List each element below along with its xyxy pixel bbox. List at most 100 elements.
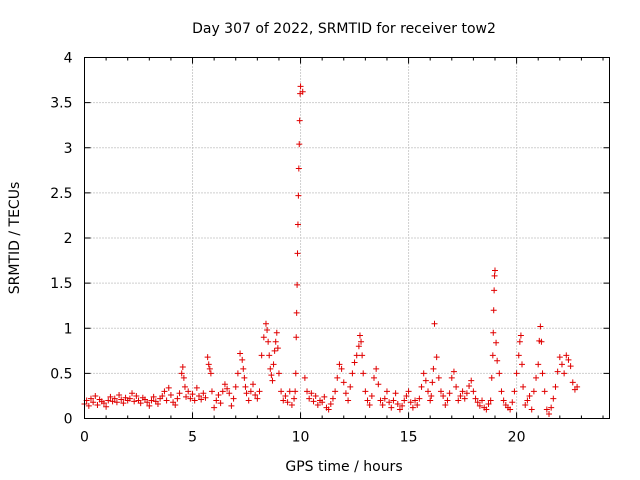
data-point <box>217 400 224 407</box>
data-point <box>254 395 261 402</box>
data-point <box>174 395 181 402</box>
data-point <box>490 307 497 314</box>
data-point <box>268 372 275 379</box>
data-point <box>196 392 203 399</box>
data-point <box>205 361 212 368</box>
data-point <box>126 395 133 402</box>
data-point <box>362 388 369 395</box>
data-point <box>200 390 207 397</box>
data-point <box>207 370 214 377</box>
data-point <box>267 365 274 372</box>
y-tick-label: 1 <box>64 321 73 337</box>
data-point <box>405 388 412 395</box>
data-point <box>278 388 285 395</box>
data-point <box>373 365 380 372</box>
data-point <box>118 396 125 403</box>
data-point <box>403 392 410 399</box>
data-point <box>312 392 319 399</box>
x-tick-label: 0 <box>80 430 89 446</box>
data-point <box>219 388 226 395</box>
data-point <box>187 395 194 402</box>
data-point <box>275 370 282 377</box>
data-point <box>371 374 378 381</box>
data-point <box>390 397 397 404</box>
data-point <box>178 370 185 377</box>
data-point <box>297 83 304 90</box>
data-point <box>202 394 209 401</box>
data-point <box>347 383 354 390</box>
data-point <box>321 393 328 400</box>
y-tick-label: 3.5 <box>50 96 72 112</box>
data-point <box>437 388 444 395</box>
data-point <box>500 397 507 404</box>
data-point <box>394 401 401 408</box>
data-point <box>245 397 252 404</box>
data-point <box>239 356 246 363</box>
data-point <box>401 397 408 404</box>
data-point <box>569 379 576 386</box>
data-point <box>288 401 295 408</box>
data-point <box>293 309 300 316</box>
data-point <box>345 397 352 404</box>
data-point <box>550 395 557 402</box>
data-point <box>519 361 525 368</box>
data-point <box>224 385 231 392</box>
data-point <box>198 396 205 403</box>
data-point <box>272 338 279 345</box>
data-point <box>381 395 388 402</box>
data-point <box>295 165 302 172</box>
data-point <box>161 388 168 395</box>
y-tick-label: 0 <box>64 412 73 428</box>
data-point <box>530 388 537 395</box>
data-point <box>516 338 523 345</box>
data-point <box>154 401 161 408</box>
data-point <box>567 363 574 370</box>
data-point <box>230 395 237 402</box>
data-point <box>204 354 211 361</box>
data-point <box>483 406 490 413</box>
data-point <box>386 399 393 406</box>
data-point <box>113 399 120 406</box>
chart-title: Day 307 of 2022, SRMTID for receiver tow… <box>192 21 496 37</box>
data-point <box>208 388 215 395</box>
data-point <box>491 272 498 279</box>
data-point <box>533 374 540 381</box>
data-point <box>541 388 548 395</box>
data-point <box>457 392 464 399</box>
data-point <box>258 352 265 359</box>
data-point <box>111 395 118 402</box>
data-point <box>511 388 518 395</box>
data-point <box>176 390 183 397</box>
data-point <box>329 395 336 402</box>
data-point <box>538 338 545 345</box>
data-point <box>319 399 326 406</box>
data-point <box>574 383 581 390</box>
data-point <box>446 390 453 397</box>
data-point <box>442 401 449 408</box>
x-axis-label: GPS time / hours <box>285 459 402 475</box>
data-point <box>392 390 399 397</box>
data-point <box>522 401 529 408</box>
y-tick-label: 2 <box>64 231 73 247</box>
data-point <box>543 406 550 413</box>
data-point <box>304 388 311 395</box>
data-point <box>487 397 494 404</box>
data-point <box>453 383 460 390</box>
data-point <box>528 406 535 413</box>
data-point <box>435 374 442 381</box>
data-point <box>294 250 301 257</box>
x-tick-label: 5 <box>188 430 197 446</box>
data-point <box>358 338 365 345</box>
data-point <box>172 401 179 408</box>
data-point <box>181 383 188 390</box>
y-axis-label: SRMTID / TECUs <box>7 182 23 295</box>
data-point <box>455 397 462 404</box>
data-point <box>167 392 174 399</box>
data-point <box>292 388 299 395</box>
data-point <box>470 388 477 395</box>
y-tick-label: 4 <box>64 51 73 67</box>
data-point <box>507 406 514 413</box>
data-point <box>429 379 436 386</box>
data-point <box>463 390 470 397</box>
